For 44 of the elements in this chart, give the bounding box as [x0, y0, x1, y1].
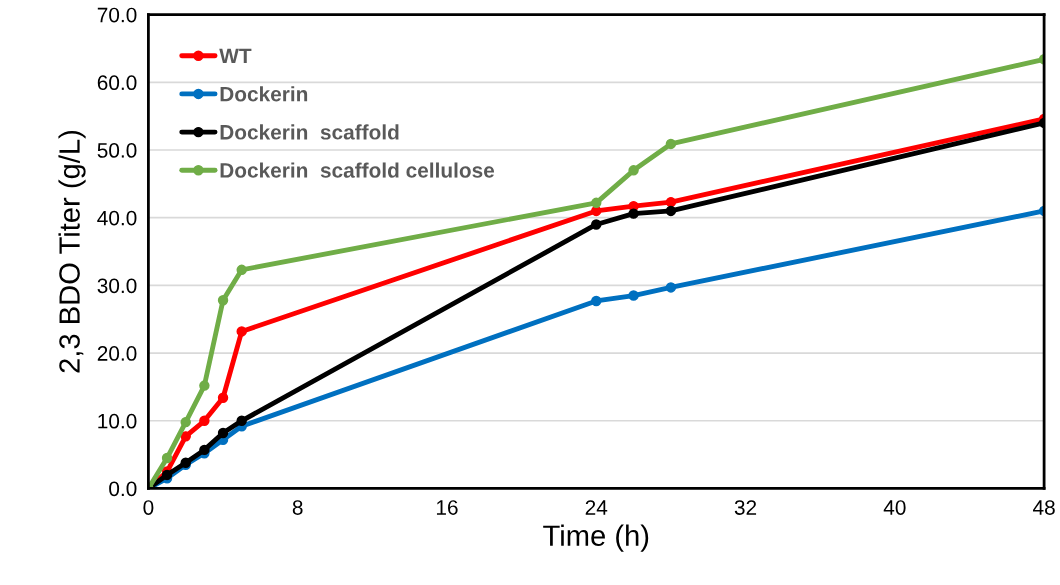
y-tick-label: 0.0: [109, 481, 137, 497]
point: [199, 444, 210, 456]
point: [180, 416, 191, 428]
point: [665, 196, 677, 208]
point: [199, 380, 210, 391]
x-tick-label: 32: [734, 500, 757, 515]
x-tick-label: 40: [883, 500, 906, 515]
x-tick-label: 24: [585, 500, 608, 515]
x-tick-label: 48: [1032, 500, 1055, 515]
x-tick-label: 0: [143, 500, 154, 515]
legend-label: WT: [219, 48, 252, 64]
y-tick-label: 30.0: [97, 278, 137, 294]
point: [665, 282, 677, 293]
point: [628, 208, 639, 219]
point: [628, 165, 639, 176]
point: [217, 295, 229, 306]
y-tick-label: 50.0: [97, 143, 137, 158]
point: [217, 427, 229, 439]
y-tick-label: 10.0: [98, 413, 137, 429]
y-tick-label: 20.0: [97, 346, 137, 361]
point: [180, 431, 191, 442]
point: [199, 415, 210, 426]
point: [161, 469, 173, 481]
x-tick-label: 8: [292, 500, 303, 515]
legend-label: Dockerin scaffold: [220, 124, 399, 140]
x-tick-label: 16: [436, 500, 458, 515]
x-axis-title: Time (h): [543, 524, 649, 552]
point: [591, 295, 602, 307]
legend-label: Dockerin scaffold cellulose: [220, 162, 495, 178]
point: [665, 138, 677, 150]
legend-label: Dockerin: [220, 86, 308, 102]
point: [665, 205, 677, 217]
y-axis-title: 2,3 BDO Titer (g/L): [58, 130, 86, 373]
y-tick-label: 60.0: [97, 75, 137, 91]
point: [236, 415, 247, 426]
point: [236, 326, 247, 337]
point: [591, 197, 602, 209]
y-tick-label: 70.0: [97, 7, 137, 23]
point: [217, 392, 229, 403]
point: [161, 452, 173, 464]
point: [628, 290, 639, 301]
point: [236, 264, 247, 276]
point: [591, 219, 602, 230]
y-tick-label: 40.0: [97, 210, 137, 226]
